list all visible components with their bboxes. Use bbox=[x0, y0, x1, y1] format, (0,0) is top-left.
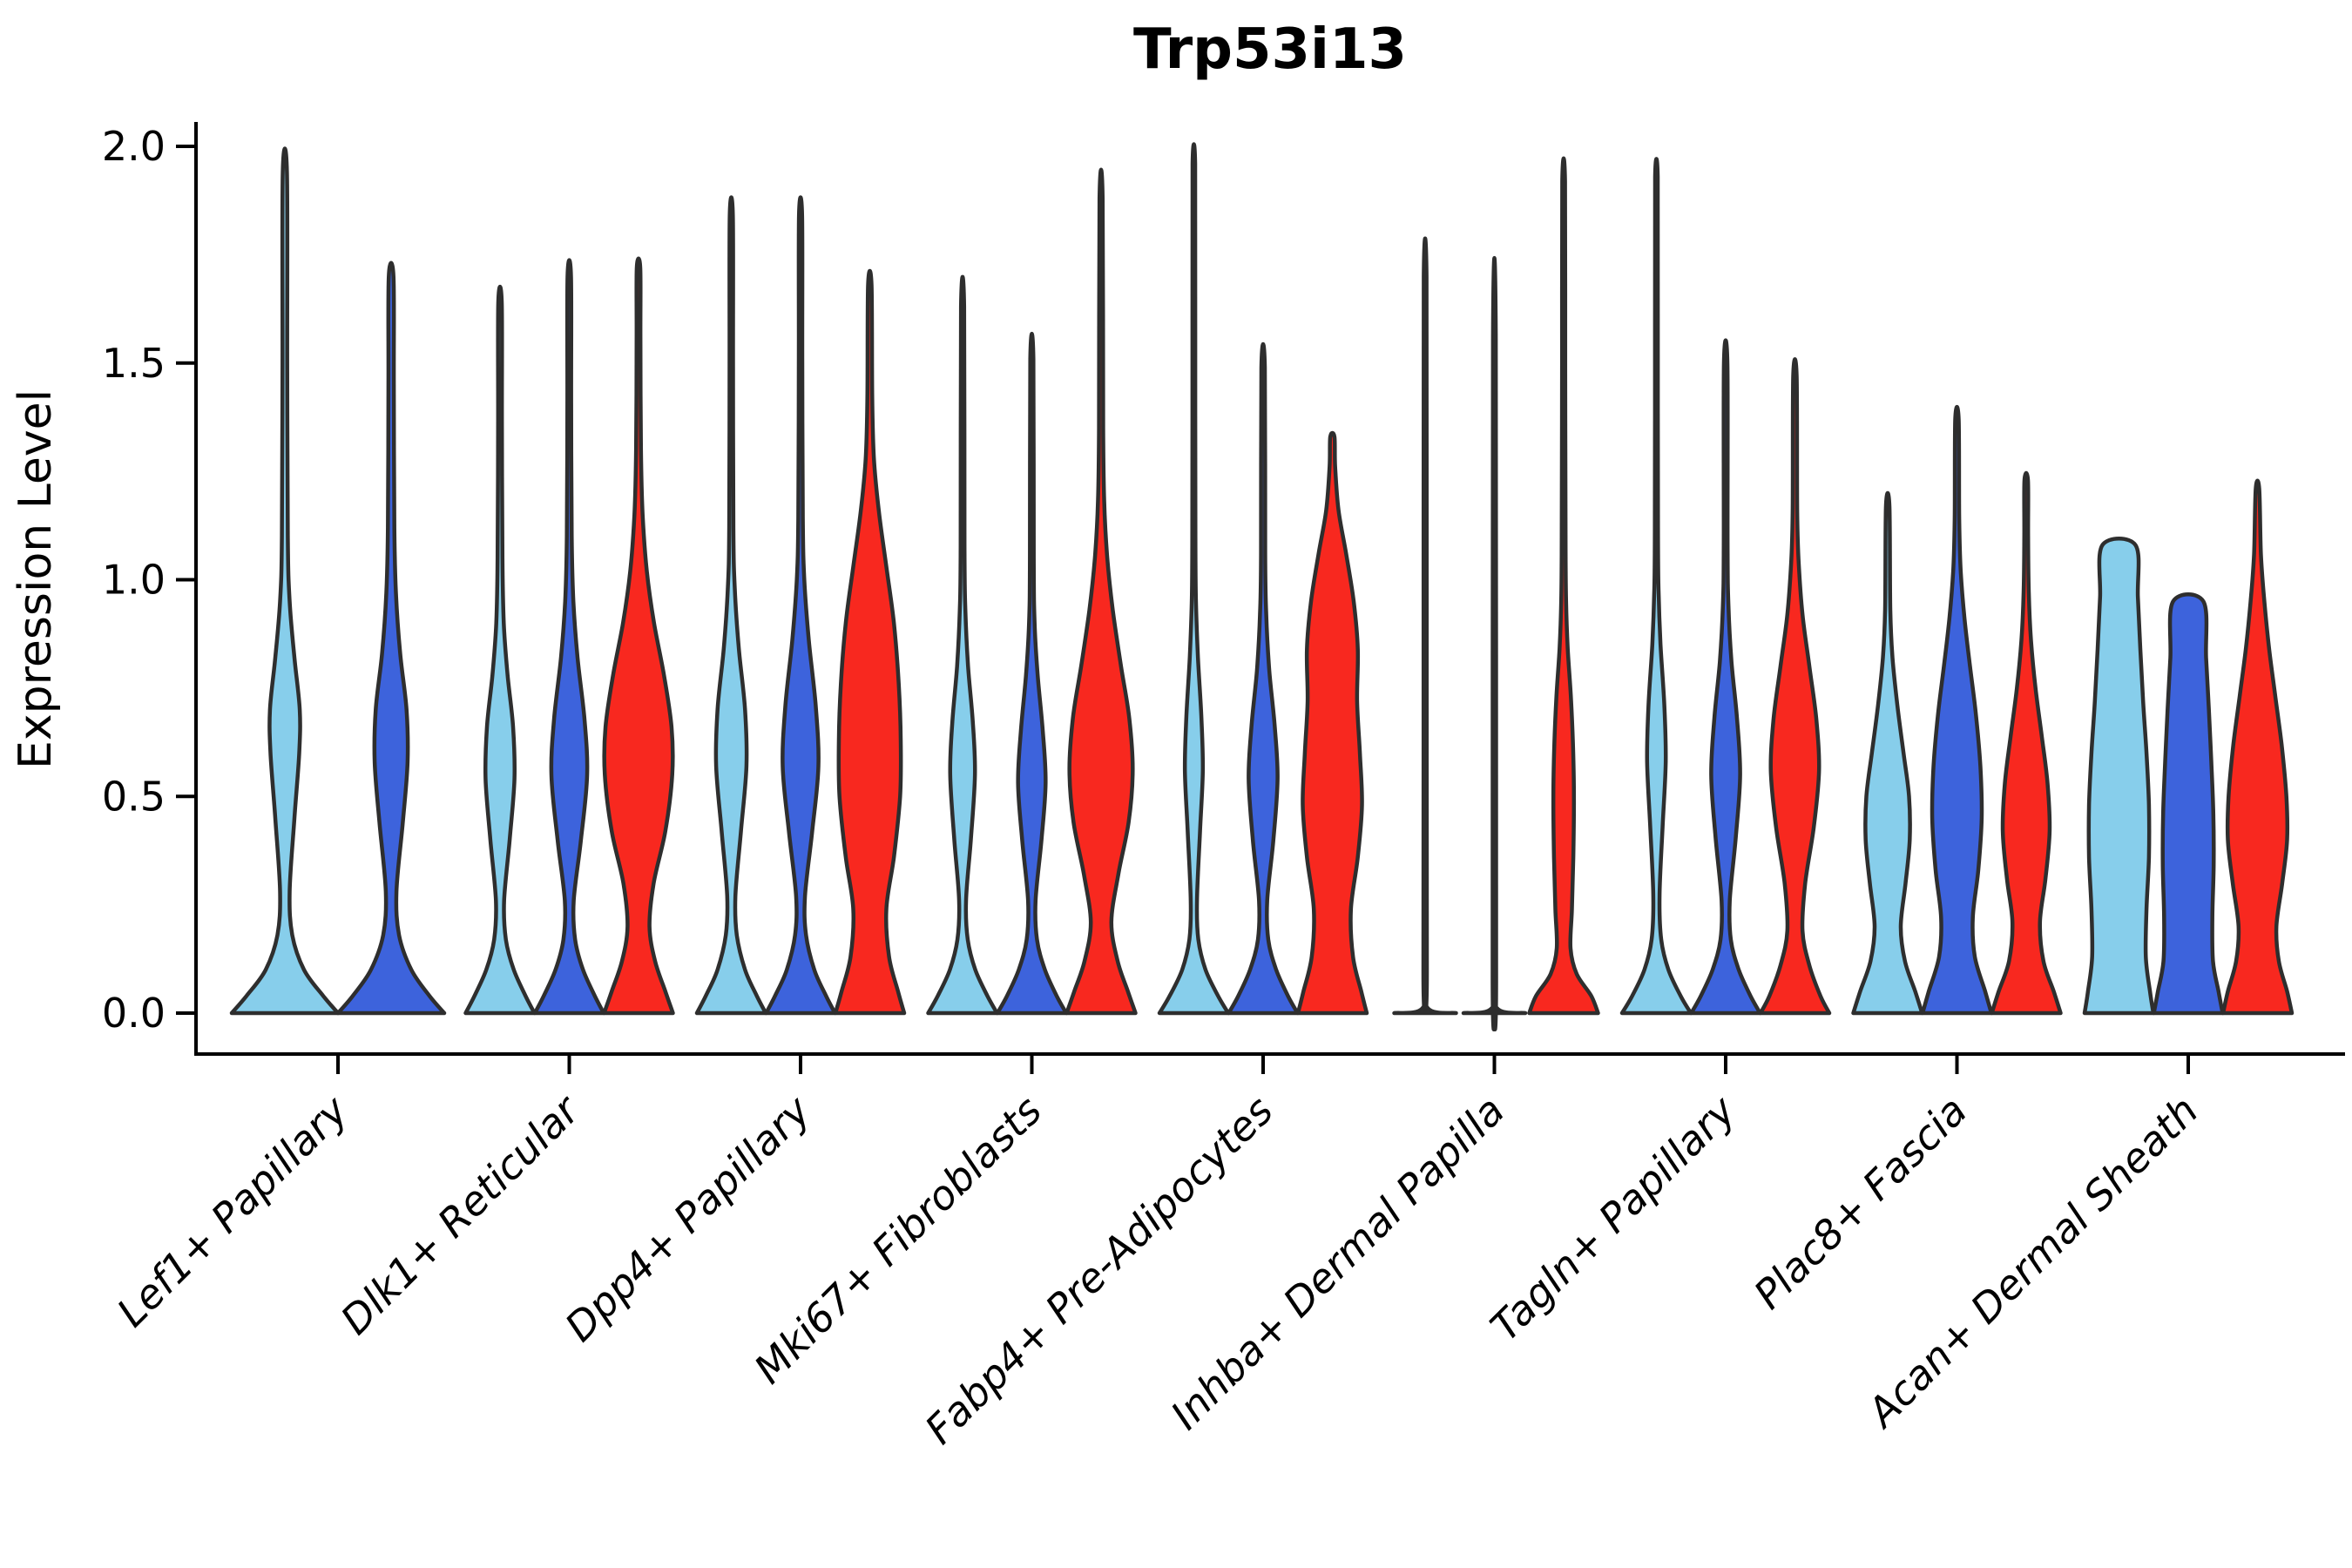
violin-dpp4-light_blue bbox=[694, 195, 768, 1016]
violin-tagln-light_blue bbox=[1619, 157, 1693, 1016]
violin-dlk1-light_blue bbox=[463, 284, 537, 1016]
y-axis-label: Expression Level bbox=[10, 389, 62, 769]
violin-inhba-light_blue bbox=[1392, 236, 1458, 1016]
violin-plac8-light_blue bbox=[1851, 490, 1924, 1016]
chart-title: Trp53i13 bbox=[1133, 17, 1407, 82]
violin-tagln-dark_blue bbox=[1689, 338, 1762, 1016]
violin-mki67-light_blue bbox=[926, 274, 999, 1016]
y-tick-label: 1.5 bbox=[102, 340, 166, 387]
violins-layer bbox=[229, 142, 2295, 1031]
violin-mki67-red bbox=[1064, 167, 1138, 1016]
x-tick-label: Dlk1+ Reticular bbox=[332, 1085, 591, 1343]
axis-spines bbox=[194, 122, 2345, 1056]
violin-fabp4-red bbox=[1295, 430, 1369, 1016]
axes-layer bbox=[176, 122, 2345, 1074]
violin-inhba-red bbox=[1527, 156, 1600, 1016]
violin-dlk1-dark_blue bbox=[532, 258, 606, 1016]
y-tick-label: 0.5 bbox=[102, 773, 166, 820]
y-tick-label: 2.0 bbox=[102, 123, 166, 170]
violin-lef1-light_blue bbox=[229, 146, 341, 1016]
y-tick-label: 1.0 bbox=[102, 557, 166, 604]
violin-acan-light_blue bbox=[2082, 536, 2156, 1016]
violin-acan-red bbox=[2220, 478, 2295, 1016]
violin-lef1-dark_blue bbox=[335, 260, 447, 1016]
x-tick-label: Tagln+ Papillary bbox=[1481, 1086, 1745, 1350]
violin-plac8-dark_blue bbox=[1920, 404, 1994, 1016]
violin-fabp4-dark_blue bbox=[1227, 342, 1300, 1016]
x-tick-label: Lef1+ Papillary bbox=[108, 1086, 357, 1335]
violin-plac8-red bbox=[1990, 470, 2063, 1016]
violin-tagln-red bbox=[1758, 357, 1832, 1016]
x-tick-label: Plac8+ Fascia bbox=[1745, 1087, 1976, 1318]
y-tick-label: 0.0 bbox=[102, 990, 166, 1037]
violin-acan-dark_blue bbox=[2152, 592, 2225, 1016]
violin-inhba-dark_blue bbox=[1461, 255, 1528, 1031]
violin-dpp4-red bbox=[833, 268, 907, 1016]
violin-mki67-dark_blue bbox=[995, 332, 1069, 1016]
violin-dlk1-red bbox=[602, 256, 675, 1016]
violin-dpp4-dark_blue bbox=[764, 195, 837, 1016]
violin-fabp4-light_blue bbox=[1157, 142, 1231, 1016]
x-tick-label: Dpp4+ Papillary bbox=[556, 1086, 820, 1350]
